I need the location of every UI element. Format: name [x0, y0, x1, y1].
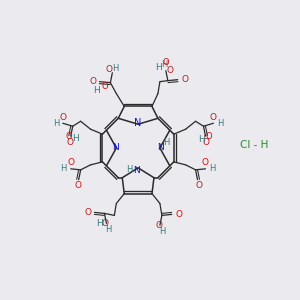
Text: O: O — [67, 158, 74, 167]
Text: O: O — [66, 138, 73, 147]
Text: Cl - H: Cl - H — [240, 140, 268, 150]
Text: O: O — [65, 132, 72, 141]
Text: O: O — [59, 113, 66, 122]
Text: H: H — [163, 138, 169, 147]
Text: H: H — [96, 219, 103, 228]
Text: O: O — [155, 221, 162, 230]
Text: O: O — [89, 77, 96, 86]
Text: H: H — [53, 119, 59, 128]
Text: O: O — [106, 65, 113, 74]
Text: N: N — [112, 142, 119, 152]
Text: O: O — [210, 113, 217, 122]
Text: H: H — [126, 165, 132, 174]
Text: O: O — [166, 66, 173, 75]
Text: O: O — [203, 138, 210, 147]
Text: N: N — [133, 166, 140, 175]
Text: O: O — [202, 158, 209, 167]
Text: O: O — [175, 210, 182, 219]
Text: O: O — [102, 219, 109, 228]
Text: H: H — [105, 225, 112, 234]
Text: H: H — [112, 64, 119, 73]
Text: H: H — [155, 63, 162, 72]
Text: O: O — [74, 181, 81, 190]
Text: O: O — [205, 132, 212, 141]
Text: O: O — [101, 82, 108, 91]
Text: O: O — [163, 58, 169, 67]
Text: H: H — [198, 135, 205, 144]
Text: H: H — [61, 164, 67, 173]
Text: H: H — [72, 134, 79, 142]
Text: H: H — [209, 164, 216, 173]
Text: N: N — [134, 118, 142, 128]
Text: O: O — [181, 75, 188, 84]
Text: O: O — [195, 181, 202, 190]
Text: H: H — [93, 86, 100, 95]
Text: H: H — [217, 119, 224, 128]
Text: O: O — [84, 208, 91, 217]
Text: H: H — [161, 60, 167, 69]
Text: H: H — [159, 227, 165, 236]
Text: N: N — [158, 142, 164, 152]
